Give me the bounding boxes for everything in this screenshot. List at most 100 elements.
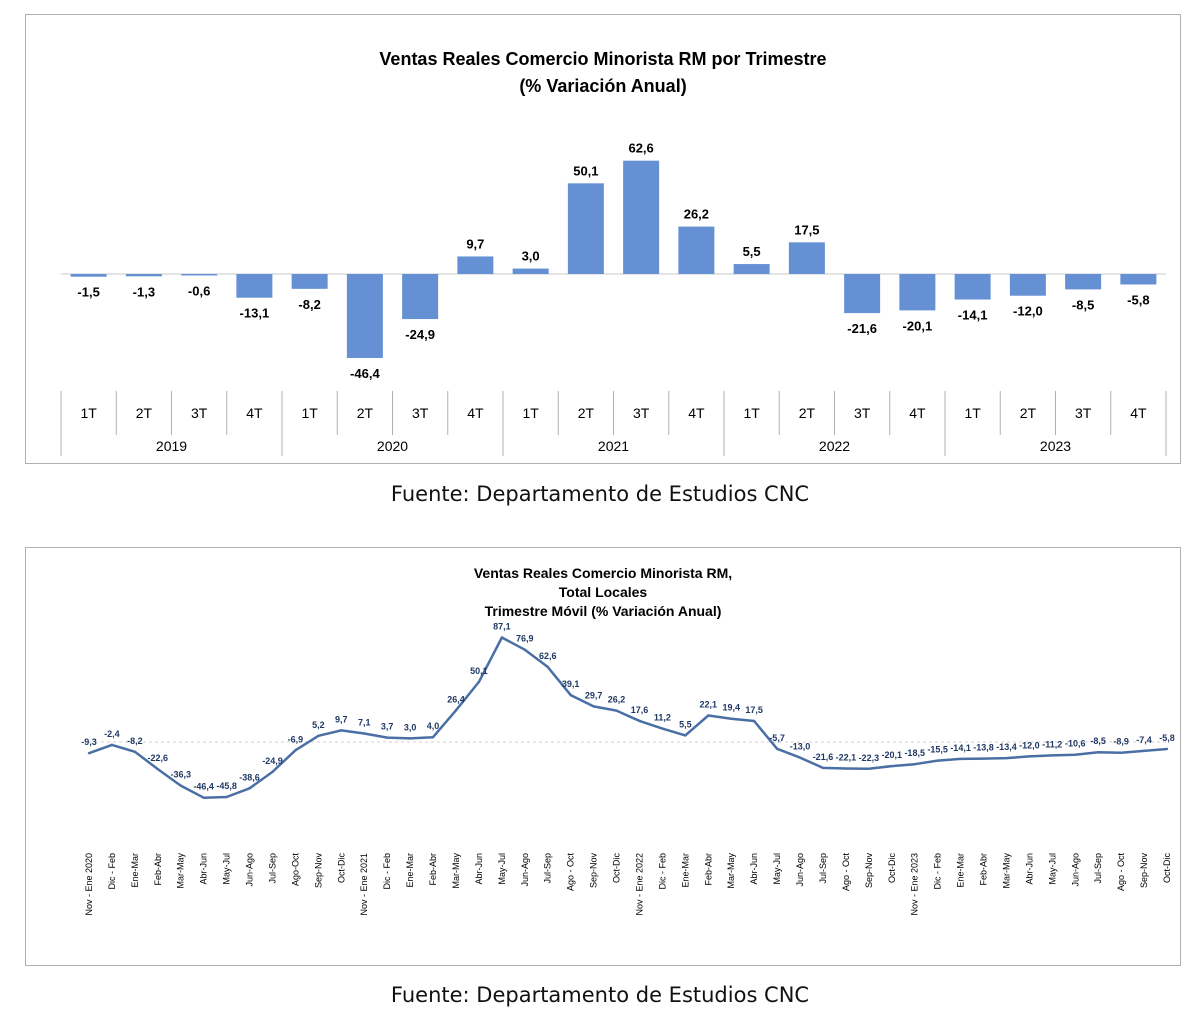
bar-value-label: -1,5 <box>77 285 99 300</box>
series-line <box>88 636 1168 799</box>
data-point <box>890 764 893 768</box>
x-axis-period-label: Ene-Mar <box>956 853 966 888</box>
x-axis-quarter-label: 2T <box>1020 405 1037 421</box>
data-point <box>431 736 435 739</box>
x-axis-year-label: 2019 <box>156 438 187 454</box>
point-value-label: -2,4 <box>104 729 120 739</box>
x-axis-quarter-label: 1T <box>80 405 97 421</box>
data-point <box>408 737 412 740</box>
point-value-label: -24,9 <box>262 756 283 766</box>
bar-value-label: -0,6 <box>188 284 210 299</box>
bar <box>1009 274 1046 296</box>
data-point <box>133 750 137 754</box>
bar <box>181 274 218 276</box>
data-point <box>1096 751 1100 754</box>
point-value-label: -13,4 <box>996 742 1017 752</box>
line-chart-title-line-2: Total Locales <box>559 584 648 600</box>
x-axis-quarter-label: 4T <box>246 405 263 421</box>
x-axis-quarter-label: 3T <box>191 405 208 421</box>
point-value-label: -21,6 <box>813 752 834 762</box>
x-axis-quarter-label: 1T <box>743 405 760 421</box>
x-axis-period-label: Dic - Feb <box>382 853 392 890</box>
x-axis-period-label: Ago - Oct <box>841 853 851 892</box>
bar-chart-subtitle: (% Variación Anual) <box>519 76 686 96</box>
x-axis-quarter-label: 2T <box>136 405 153 421</box>
bar-value-label: 17,5 <box>794 222 819 237</box>
point-value-label: -6,9 <box>288 734 304 744</box>
x-axis-period-label: Ene-Mar <box>130 853 140 888</box>
bar-value-label: -24,9 <box>405 327 435 342</box>
bar-value-label: 5,5 <box>743 244 761 259</box>
point-value-label: 87,1 <box>493 621 511 631</box>
point-value-label: 9,7 <box>335 714 348 724</box>
point-value-label: 76,9 <box>516 634 534 644</box>
data-point <box>1028 755 1031 758</box>
x-axis-period-label: Ene-Mar <box>405 853 415 888</box>
x-axis-period-label: Dic - Feb <box>657 853 667 890</box>
x-axis-quarter-label: 1T <box>964 405 981 421</box>
bar <box>733 264 770 274</box>
data-point <box>1074 753 1077 756</box>
x-axis-quarter-label: 4T <box>1130 405 1147 421</box>
data-point <box>752 719 756 723</box>
data-point <box>867 767 871 770</box>
point-value-label: -8,9 <box>1113 737 1129 747</box>
x-axis-quarter-label: 3T <box>633 405 650 421</box>
x-axis-period-label: Nov - Ene 2022 <box>635 853 645 916</box>
point-value-label: 4,0 <box>427 721 440 731</box>
x-axis-period-label: Dic - Feb <box>933 853 943 890</box>
x-axis-period-label: May-Jul <box>222 853 232 885</box>
x-axis-year-label: 2023 <box>1040 438 1071 454</box>
point-value-label: -20,1 <box>882 750 903 760</box>
point-value-label: -46,4 <box>193 782 214 792</box>
x-axis-period-label: Ago-Oct <box>290 853 300 887</box>
x-axis-period-label: Abr-Jun <box>474 853 484 885</box>
x-axis-period-label: Ago - Oct <box>1116 853 1126 892</box>
point-value-label: -14,1 <box>950 743 971 753</box>
data-point <box>477 680 481 684</box>
line-chart-title-line-1: Ventas Reales Comercio Minorista RM, <box>474 565 732 581</box>
bar <box>70 274 107 277</box>
point-value-label: 7,1 <box>358 717 371 727</box>
x-axis-period-label: Jul-Sep <box>268 853 278 884</box>
x-axis-period-label: Jun-Ago <box>1070 853 1080 887</box>
data-point <box>821 766 825 770</box>
bar <box>291 274 328 289</box>
x-axis-period-label: Jun-Ago <box>520 853 530 887</box>
bar <box>236 274 273 298</box>
x-axis-period-label: Nov - Ene 2021 <box>359 853 369 916</box>
x-axis-period-label: Mar-May <box>451 853 461 889</box>
bar <box>954 274 991 300</box>
data-point <box>546 665 549 669</box>
bar-chart-panel: Ventas Reales Comercio Minorista RM por … <box>25 14 1181 464</box>
bar-value-label: -13,1 <box>240 306 270 321</box>
point-value-label: -36,3 <box>170 770 191 780</box>
data-point <box>1119 751 1123 754</box>
bar <box>402 274 439 320</box>
x-axis-period-label: Sep-Nov <box>313 853 323 889</box>
point-value-label: 3,0 <box>404 722 417 732</box>
x-axis-quarter-label: 2T <box>357 405 374 421</box>
point-value-label: 22,1 <box>700 699 718 709</box>
x-axis-period-label: Mar-May <box>1001 853 1011 889</box>
point-value-label: -38,6 <box>239 772 260 782</box>
x-axis-period-label: Ene-Mar <box>680 853 690 888</box>
x-axis-period-label: Feb-Abr <box>703 853 713 886</box>
data-point <box>913 763 916 766</box>
bar <box>678 226 715 274</box>
bar-value-label: 62,6 <box>628 141 653 156</box>
bar <box>346 274 383 358</box>
x-axis-quarter-label: 4T <box>688 405 705 421</box>
x-axis-period-label: Oct-Dic <box>887 853 897 883</box>
data-point <box>1005 756 1008 760</box>
point-value-label: -18,5 <box>904 748 925 758</box>
point-value-label: 5,5 <box>679 719 692 729</box>
bar <box>567 183 604 274</box>
data-point <box>798 756 802 759</box>
point-value-label: -9,3 <box>81 737 97 747</box>
bar-chart-source: Fuente: Departamento de Estudios CNC <box>390 482 810 506</box>
point-value-label: -15,5 <box>927 745 948 755</box>
x-axis-period-label: Feb-Abr <box>979 853 989 886</box>
bar <box>788 242 825 274</box>
bar <box>457 256 494 274</box>
